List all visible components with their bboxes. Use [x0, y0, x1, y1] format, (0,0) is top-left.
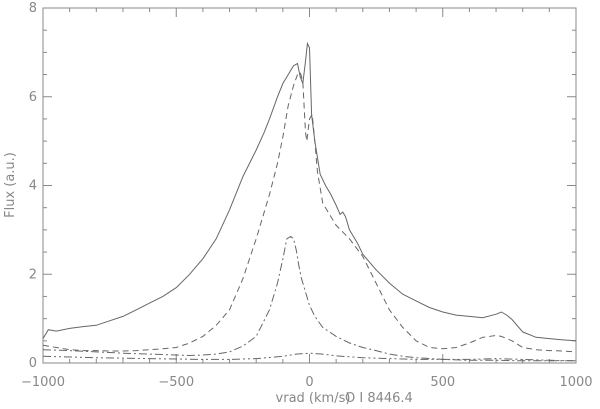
x-axis-label: vrad (km/s)	[276, 391, 351, 406]
y-tick-label: 8	[29, 1, 37, 16]
x-tick-label: 0	[305, 375, 313, 390]
x-tick-label: −500	[158, 375, 194, 390]
series-line-dash-dot	[42, 235, 576, 362]
x-tick-label: 1000	[559, 375, 592, 390]
axis-ticks: −1000 −500 0 500 1000 0 2 4 6 8	[21, 1, 593, 390]
y-tick-label: 0	[29, 356, 37, 371]
line-annotation: O I 8446.4	[345, 391, 413, 406]
series-line-solid	[42, 41, 577, 342]
y-tick-label: 2	[29, 267, 37, 282]
y-axis-label: Flux (a.u.)	[3, 152, 18, 218]
x-tick-label: −1000	[21, 375, 65, 390]
series-layer	[42, 41, 577, 362]
x-tick-label: 500	[430, 375, 455, 390]
y-tick-label: 4	[29, 179, 37, 194]
series-line-dash-dot-dot	[42, 352, 577, 362]
series-line-dashed	[42, 71, 577, 353]
y-tick-label: 6	[29, 90, 37, 105]
